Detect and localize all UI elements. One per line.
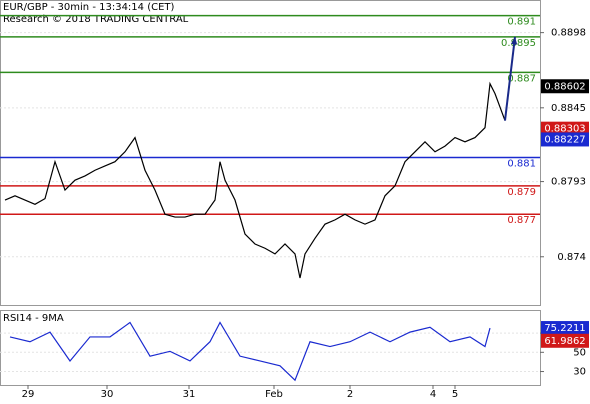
value-box [541, 132, 589, 147]
chart-title: EUR/GBP - 30min - 13:34:14 (CET) [3, 2, 175, 13]
price-panel [0, 0, 541, 306]
value-box-label: 0.88303 [544, 124, 585, 135]
series-line [4, 81, 506, 279]
value-box [541, 79, 589, 94]
level-label: 0.887 [507, 73, 536, 84]
level-label: 0.877 [507, 215, 536, 226]
y-tick-label: 0.8898 [551, 28, 586, 39]
value-box-label: 0.88227 [544, 134, 585, 145]
y-tick-label: 0.8793 [551, 177, 586, 188]
x-tick-label: 2 [347, 389, 353, 400]
value-box-label: 75.2211 [544, 323, 585, 334]
rsi-panel [0, 310, 541, 386]
level-label: 0.8895 [501, 38, 536, 49]
x-tick-label: Feb [265, 389, 283, 400]
y-tick-label: 0.874 [557, 252, 586, 263]
level-label: 0.881 [507, 158, 536, 169]
x-tick-label: 29 [22, 389, 35, 400]
arrow-head [511, 36, 518, 45]
x-tick-label: 31 [183, 389, 196, 400]
level-label: 0.891 [507, 17, 536, 28]
rsi-title: RSI14 - 9MA [3, 313, 64, 324]
y-tick-label: 30 [573, 367, 586, 378]
value-box-label: 61.9862 [544, 336, 585, 347]
value-box-label: 0.88602 [544, 81, 585, 92]
forecast-arrow [504, 36, 516, 121]
level-label: 0.879 [507, 187, 536, 198]
y-tick-label: 0.8845 [551, 103, 586, 114]
value-box [541, 333, 589, 348]
y-tick-label: 50 [573, 347, 586, 358]
x-tick-label: 4 [430, 389, 436, 400]
x-tick-label: 5 [452, 389, 458, 400]
value-box [541, 321, 589, 336]
x-tick-label: 30 [101, 389, 114, 400]
chart-subtitle: Research © 2018 TRADING CENTRAL [3, 14, 189, 25]
series-line [9, 321, 491, 382]
value-box [541, 121, 589, 136]
